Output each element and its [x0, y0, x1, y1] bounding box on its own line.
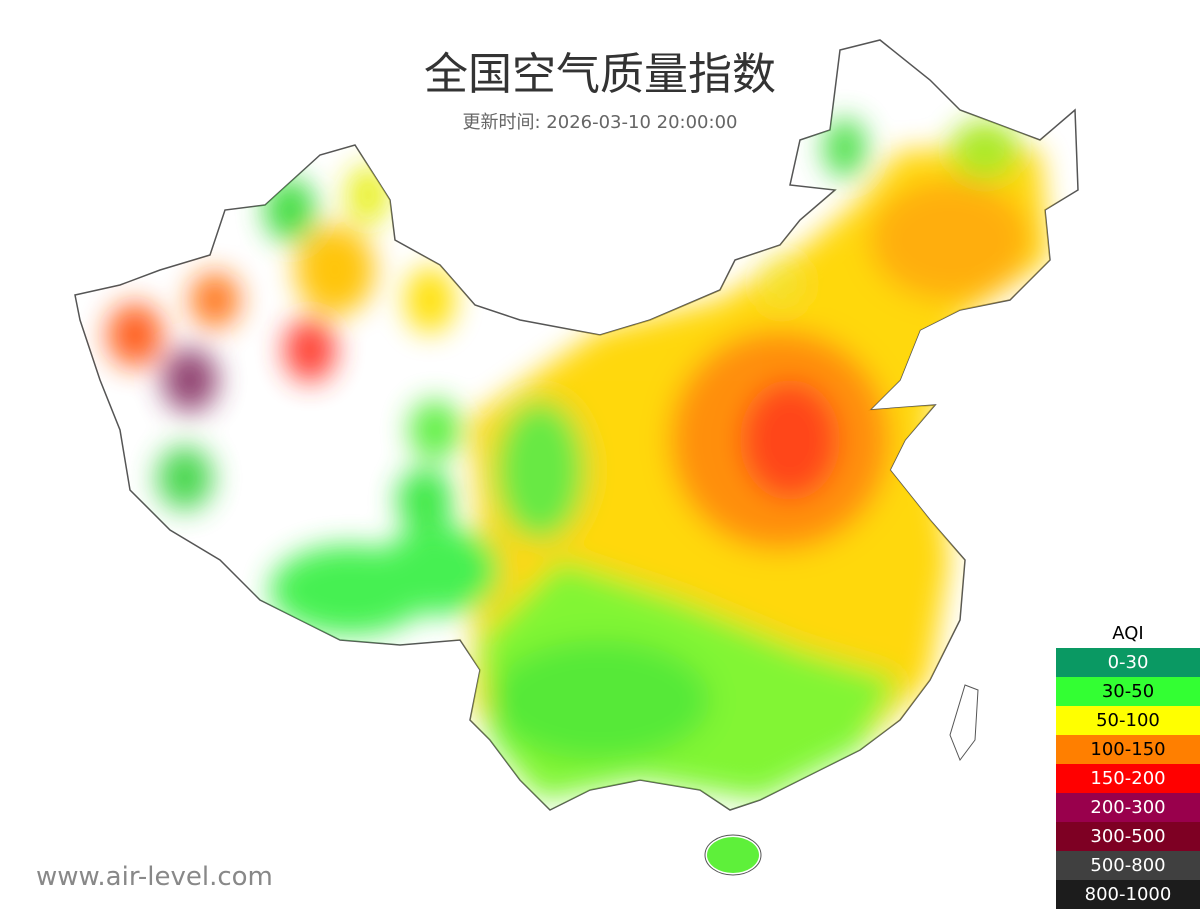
legend-item: 30-50: [1056, 677, 1200, 706]
title: 全国空气质量指数: [424, 49, 776, 100]
legend-item: 100-150: [1056, 735, 1200, 764]
legend-item: 300-500: [1056, 822, 1200, 851]
watermark: www.air-level.com: [36, 862, 273, 892]
legend-item: 800-1000: [1056, 880, 1200, 909]
subtitle: 更新时间: 2026-03-10 20:00:00: [462, 112, 738, 133]
legend-item: 50-100: [1056, 706, 1200, 735]
legend-item: 500-800: [1056, 851, 1200, 880]
legend-item: 150-200: [1056, 764, 1200, 793]
legend-title: AQI: [1112, 623, 1144, 644]
legend-item: 0-30: [1056, 648, 1200, 677]
legend-item: 200-300: [1056, 793, 1200, 822]
hainan-heat: [707, 837, 759, 873]
aqi-heatmap: [107, 118, 1050, 800]
legend: AQI 0-30 30-50 50-100 100-150 150-200 200-300…: [1056, 620, 1200, 909]
